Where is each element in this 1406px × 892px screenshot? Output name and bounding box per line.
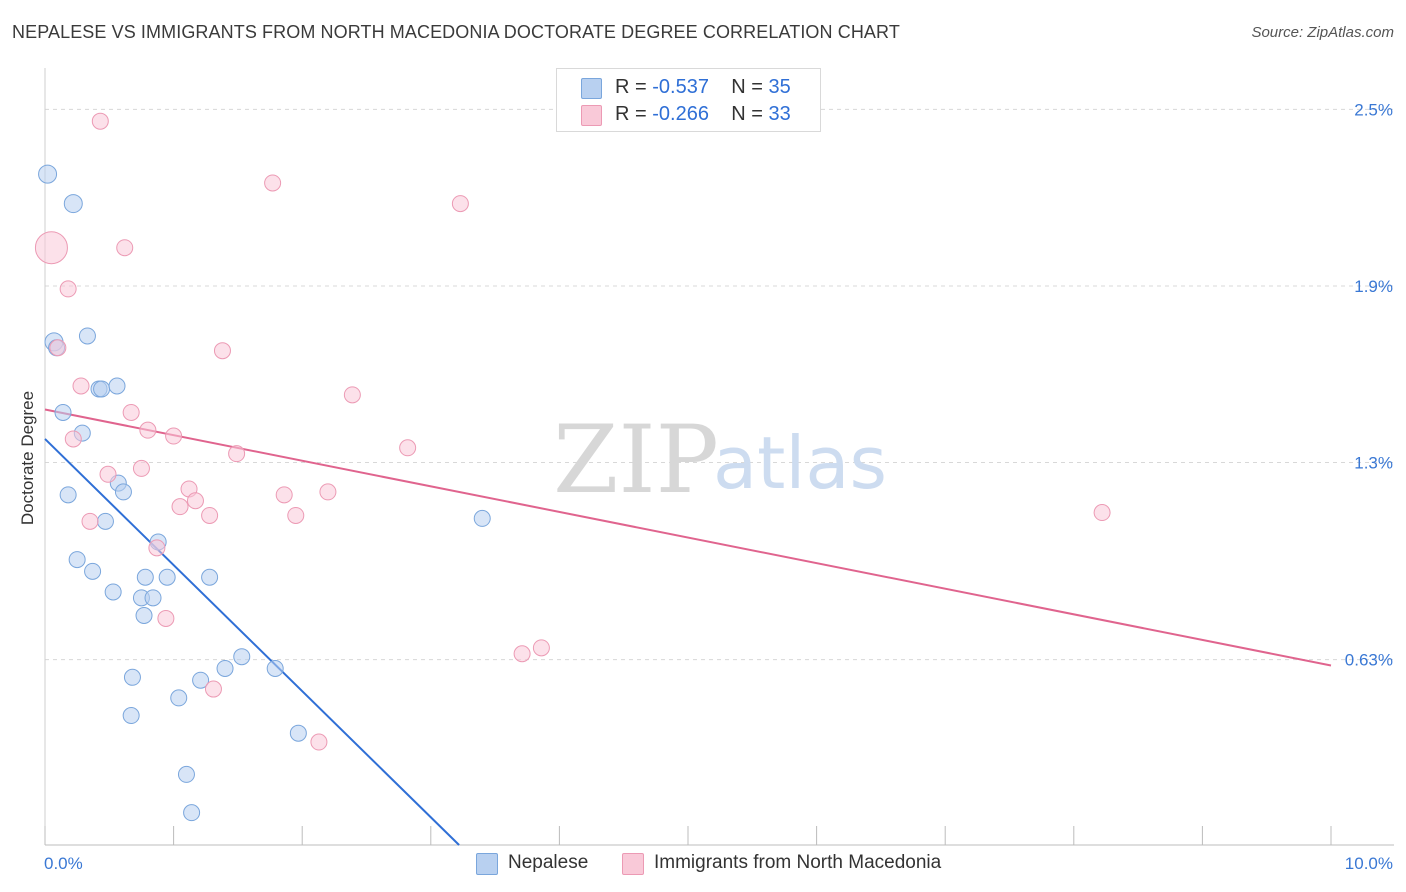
y-tick-label: 1.9%: [1354, 277, 1393, 296]
nepalese-point: [158, 568, 176, 586]
legend-swatch-pink: [622, 853, 644, 875]
nepalese-point: [78, 327, 96, 345]
nepalese-trend-line: [44, 438, 460, 846]
macedonia-point: [139, 421, 157, 439]
nepalese-point: [114, 483, 132, 501]
macedonia-point: [49, 339, 67, 357]
macedonia-point: [310, 733, 328, 751]
macedonia-point: [228, 445, 246, 463]
macedonia-point: [513, 645, 531, 663]
macedonia-point: [81, 512, 99, 530]
nepalese-point: [135, 607, 153, 624]
macedonia-point: [148, 539, 166, 557]
nepalese-point: [144, 589, 162, 607]
macedonia-point: [213, 342, 231, 360]
macedonia-point: [64, 430, 82, 448]
tick-labels: 0.63% 1.3% 1.9% 2.5% 0.0% 10.0%: [44, 100, 1393, 873]
chart-title: NEPALESE VS IMMIGRANTS FROM NORTH MACEDO…: [12, 22, 900, 42]
trend-lines: [44, 408, 1332, 846]
gridlines: [45, 108, 1394, 661]
legend-stats: R = -0.537 N = 35: [615, 76, 791, 98]
stats-legend: R = -0.537 N = 35 R = -0.266 N = 33: [556, 68, 821, 132]
nepalese-point: [84, 562, 102, 580]
y-axis-label: Doctorate Degree: [18, 391, 37, 525]
nepalese-point: [96, 512, 114, 530]
macedonia-point: [319, 483, 337, 501]
series-name: Nepalese: [508, 852, 589, 873]
macedonia-point: [91, 112, 109, 130]
nepalese-point: [122, 707, 140, 725]
nepalese-point: [63, 194, 83, 214]
macedonia-point: [532, 639, 550, 657]
nepalese-point: [93, 380, 111, 398]
macedonia-point: [165, 427, 183, 445]
nepalese-point: [183, 804, 201, 822]
macedonia-point: [204, 680, 222, 698]
data-points: [34, 112, 1111, 822]
legend-stats: R = -0.266 N = 33: [615, 103, 791, 125]
legend-swatch-blue: [476, 853, 498, 875]
legend-swatch-blue: [581, 78, 602, 99]
nepalese-point: [108, 377, 126, 395]
macedonia-point: [1093, 504, 1111, 522]
macedonia-point: [157, 609, 175, 627]
nepalese-point: [216, 659, 234, 677]
nepalese-point: [104, 583, 122, 601]
legend-n-value: 35: [768, 76, 791, 98]
y-tick-label: 2.5%: [1354, 100, 1393, 119]
axes: [44, 68, 1394, 846]
macedonia-point: [132, 459, 150, 477]
macedonia-point: [451, 195, 469, 213]
legend-r-value: -0.266: [652, 103, 709, 125]
watermark-atlas: atlas: [713, 421, 887, 505]
macedonia-point: [99, 465, 117, 483]
watermark-zip: ZIP: [553, 406, 719, 515]
nepalese-point: [192, 671, 210, 689]
macedonia-point: [59, 280, 77, 298]
macedonia-trend-line: [44, 408, 1332, 667]
nepalese-point: [233, 648, 251, 666]
macedonia-point: [171, 498, 189, 516]
macedonia-point: [343, 386, 361, 404]
nepalese-point: [289, 724, 307, 742]
x-tick-label: 0.0%: [44, 854, 83, 873]
nepalese-point: [68, 551, 86, 569]
legend-swatch-pink: [581, 105, 602, 126]
macedonia-point: [275, 486, 293, 504]
nepalese-point: [266, 659, 284, 677]
nepalese-point: [123, 668, 141, 686]
macedonia-point: [72, 377, 90, 395]
nepalese-point: [136, 568, 154, 586]
macedonia-point: [116, 239, 134, 257]
macedonia-point: [264, 174, 282, 192]
macedonia-point: [201, 506, 219, 524]
macedonia-point: [399, 439, 417, 457]
nepalese-point: [177, 765, 195, 783]
y-tick-label: 1.3%: [1354, 454, 1393, 473]
macedonia-point: [34, 231, 68, 265]
legend-r-value: -0.537: [652, 76, 709, 98]
x-tick-label: 10.0%: [1345, 854, 1393, 873]
nepalese-point: [201, 568, 219, 586]
nepalese-point: [59, 486, 77, 504]
nepalese-point: [54, 403, 72, 421]
nepalese-point: [473, 509, 491, 527]
nepalese-point: [170, 689, 188, 707]
macedonia-point: [186, 492, 204, 510]
y-tick-label: 0.63%: [1345, 651, 1393, 670]
source-label: Source: ZipAtlas.com: [1251, 24, 1394, 41]
macedonia-point: [287, 506, 305, 524]
series-name: Immigrants from North Macedonia: [654, 852, 942, 873]
nepalese-point: [38, 164, 58, 184]
macedonia-point: [122, 403, 140, 421]
legend-n-value: 33: [768, 103, 791, 125]
